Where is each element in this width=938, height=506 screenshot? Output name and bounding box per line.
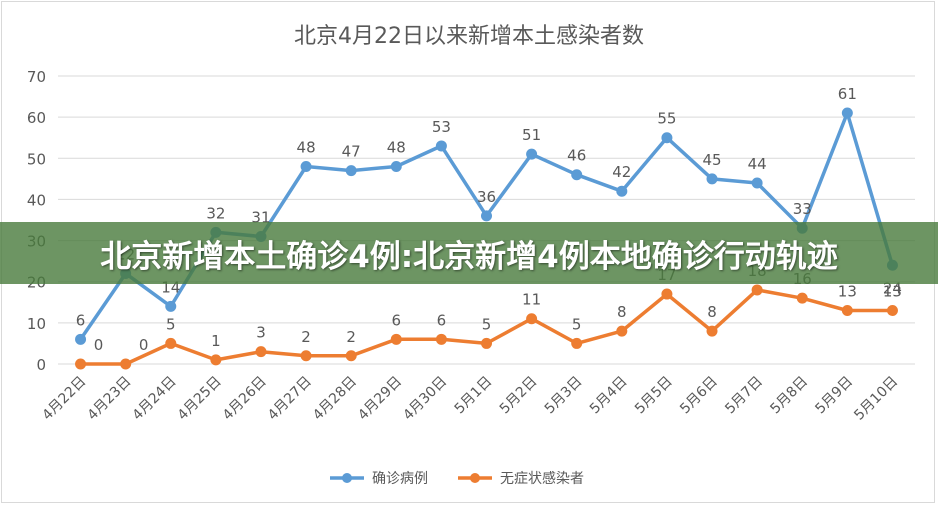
x-tick-label: 4月29日 <box>355 374 405 424</box>
x-tick-label: 5月9日 <box>812 374 856 418</box>
confirmed-data-label: 47 <box>342 143 361 161</box>
x-tick-label: 4月26日 <box>220 374 270 424</box>
x-tick-label: 4月27日 <box>265 374 315 424</box>
legend-marker <box>470 473 480 483</box>
confirmed-point <box>616 185 628 197</box>
asymptomatic-data-label: 6 <box>437 311 447 329</box>
headline-banner <box>0 222 938 284</box>
confirmed-point <box>75 333 87 345</box>
confirmed-point <box>390 161 402 173</box>
asymptomatic-data-label: 2 <box>346 328 356 346</box>
x-tick-label: 5月7日 <box>722 374 766 418</box>
x-tick-label: 5月2日 <box>497 374 541 418</box>
asymptomatic-point <box>390 333 402 345</box>
x-tick-label: 4月23日 <box>84 374 134 424</box>
confirmed-data-label: 42 <box>612 163 631 181</box>
legend-marker <box>342 473 352 483</box>
asymptomatic-point <box>616 325 628 337</box>
confirmed-point <box>751 177 763 189</box>
confirmed-point <box>661 132 673 144</box>
x-tick-label: 4月22日 <box>39 374 89 424</box>
confirmed-point <box>300 161 312 173</box>
asymptomatic-data-label: 11 <box>522 291 541 309</box>
confirmed-point <box>345 165 357 177</box>
x-tick-label: 5月4日 <box>587 374 631 418</box>
y-tick-label: 0 <box>36 356 46 374</box>
y-tick-label: 10 <box>27 315 46 333</box>
legend-label: 无症状感染者 <box>500 470 584 487</box>
confirmed-point <box>481 210 492 222</box>
asymptomatic-point <box>661 288 673 300</box>
asymptomatic-data-label: 2 <box>301 328 311 346</box>
asymptomatic-data-label: 3 <box>256 324 266 342</box>
confirmed-point <box>571 169 583 181</box>
asymptomatic-point <box>571 337 583 349</box>
asymptomatic-data-label: 1 <box>211 332 221 350</box>
x-tick-label: 5月5日 <box>632 374 676 418</box>
x-tick-label: 4月24日 <box>130 374 180 424</box>
x-tick-label: 4月28日 <box>310 374 360 424</box>
asymptomatic-point <box>751 284 763 296</box>
asymptomatic-point <box>165 337 177 349</box>
confirmed-point <box>706 173 718 185</box>
asymptomatic-data-label: 8 <box>707 303 717 321</box>
y-tick-label: 40 <box>27 191 46 209</box>
x-tick-label: 5月3日 <box>542 374 586 418</box>
confirmed-data-label: 31 <box>251 208 270 226</box>
confirmed-data-label: 32 <box>206 204 225 222</box>
confirmed-data-label: 61 <box>838 85 857 103</box>
confirmed-point <box>526 148 538 160</box>
asymptomatic-data-label: 5 <box>482 315 492 333</box>
confirmed-data-label: 36 <box>477 188 496 206</box>
confirmed-data-label: 55 <box>657 110 676 128</box>
confirmed-data-label: 48 <box>387 139 406 157</box>
asymptomatic-point <box>300 350 312 362</box>
confirmed-point <box>165 300 177 312</box>
y-tick-label: 60 <box>27 109 46 127</box>
asymptomatic-point <box>435 333 447 345</box>
confirmed-data-label: 33 <box>793 200 812 218</box>
confirmed-data-label: 45 <box>702 151 721 169</box>
asymptomatic-point <box>120 358 132 370</box>
asymptomatic-point <box>841 305 853 317</box>
asymptomatic-data-label: 13 <box>838 283 857 301</box>
asymptomatic-point <box>345 350 357 362</box>
y-tick-label: 70 <box>27 68 46 86</box>
x-tick-label: 4月30日 <box>400 374 450 424</box>
asymptomatic-point <box>526 313 538 325</box>
x-tick-label: 5月6日 <box>677 374 721 418</box>
confirmed-data-label: 51 <box>522 126 541 144</box>
chart-title: 北京4月22日以来新增本土感染者数 <box>294 24 644 49</box>
asymptomatic-data-label: 8 <box>617 303 627 321</box>
confirmed-point <box>841 107 853 119</box>
confirmed-data-label: 6 <box>76 311 86 329</box>
asymptomatic-data-label: 5 <box>572 315 582 333</box>
x-tick-label: 4月25日 <box>175 374 225 424</box>
confirmed-point <box>435 140 447 152</box>
confirmed-data-label: 53 <box>432 118 451 136</box>
asymptomatic-data-label: 6 <box>392 311 402 329</box>
asymptomatic-point <box>706 325 718 337</box>
y-tick-label: 50 <box>27 150 46 168</box>
asymptomatic-point <box>886 305 898 317</box>
x-tick-label: 5月10日 <box>851 374 901 424</box>
asymptomatic-point <box>255 346 267 358</box>
confirmed-data-label: 46 <box>567 147 586 165</box>
asymptomatic-data-label: 0 <box>139 336 149 354</box>
asymptomatic-point <box>210 354 222 366</box>
x-tick-label: 5月8日 <box>767 374 811 418</box>
asymptomatic-data-label: 13 <box>883 283 902 301</box>
confirmed-data-label: 44 <box>748 155 767 173</box>
legend-label: 确诊病例 <box>372 471 428 487</box>
asymptomatic-point <box>796 292 808 304</box>
asymptomatic-point <box>481 337 492 349</box>
x-tick-label: 5月1日 <box>452 374 496 418</box>
confirmed-data-label: 48 <box>297 139 316 157</box>
asymptomatic-data-label: 0 <box>94 336 104 354</box>
asymptomatic-data-label: 5 <box>166 315 176 333</box>
headline-text: 北京新增本土确诊4例:北京新增4例本地确诊行动轨迹 <box>100 239 838 275</box>
asymptomatic-point <box>75 358 87 370</box>
